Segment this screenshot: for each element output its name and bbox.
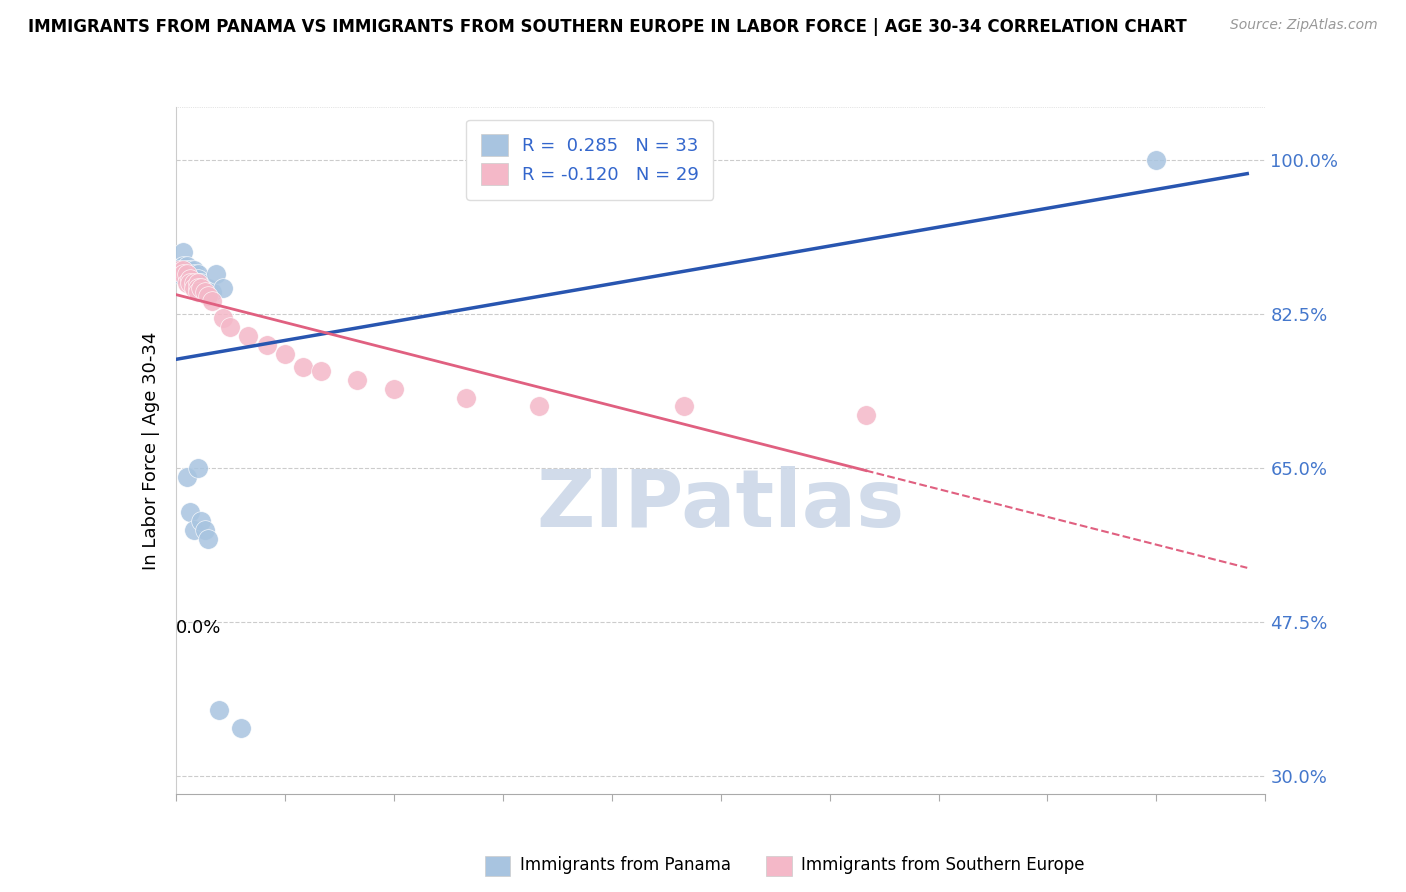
Point bbox=[172, 245, 194, 260]
Point bbox=[186, 272, 209, 286]
Point bbox=[183, 276, 205, 290]
Point bbox=[527, 400, 550, 414]
Point bbox=[190, 276, 212, 290]
Point bbox=[176, 268, 198, 282]
Point bbox=[201, 285, 224, 299]
Point bbox=[238, 329, 260, 343]
Point bbox=[176, 470, 198, 484]
Text: Immigrants from Panama: Immigrants from Panama bbox=[520, 856, 731, 874]
Point bbox=[219, 320, 242, 334]
Point bbox=[204, 268, 226, 282]
Point bbox=[176, 263, 198, 277]
Point bbox=[186, 461, 209, 475]
Point bbox=[1146, 153, 1168, 167]
Point bbox=[183, 268, 205, 282]
Point bbox=[208, 703, 231, 717]
Point bbox=[346, 373, 368, 387]
Point bbox=[186, 285, 209, 299]
Point bbox=[179, 276, 201, 290]
Point bbox=[176, 268, 198, 282]
Point bbox=[183, 272, 205, 286]
Point bbox=[194, 280, 217, 294]
Point bbox=[456, 391, 478, 405]
Point bbox=[197, 532, 219, 546]
Point bbox=[256, 338, 278, 352]
Point bbox=[309, 364, 332, 378]
Point bbox=[274, 346, 297, 360]
Point bbox=[201, 293, 224, 308]
Point bbox=[190, 514, 212, 528]
Point bbox=[183, 263, 205, 277]
Point bbox=[172, 263, 194, 277]
Point bbox=[186, 276, 209, 290]
Point bbox=[179, 268, 201, 282]
Point bbox=[212, 311, 235, 326]
Point bbox=[197, 280, 219, 294]
Point bbox=[194, 285, 217, 299]
Point bbox=[169, 268, 191, 282]
Text: IMMIGRANTS FROM PANAMA VS IMMIGRANTS FROM SOUTHERN EUROPE IN LABOR FORCE | AGE 3: IMMIGRANTS FROM PANAMA VS IMMIGRANTS FRO… bbox=[28, 18, 1187, 36]
Point bbox=[179, 505, 201, 519]
Point bbox=[212, 280, 235, 294]
Point bbox=[172, 268, 194, 282]
Point bbox=[176, 276, 198, 290]
Point bbox=[231, 721, 253, 735]
Point bbox=[179, 263, 201, 277]
Point bbox=[169, 263, 191, 277]
Point bbox=[186, 280, 209, 294]
Point bbox=[291, 359, 314, 374]
Y-axis label: In Labor Force | Age 30-34: In Labor Force | Age 30-34 bbox=[142, 331, 160, 570]
Point bbox=[186, 276, 209, 290]
Text: ZIPatlas: ZIPatlas bbox=[537, 467, 904, 544]
Point bbox=[190, 280, 212, 294]
Point bbox=[855, 409, 877, 423]
Legend: R =  0.285   N = 33, R = -0.120   N = 29: R = 0.285 N = 33, R = -0.120 N = 29 bbox=[467, 120, 713, 200]
Point bbox=[172, 259, 194, 273]
Point bbox=[190, 280, 212, 294]
Text: Source: ZipAtlas.com: Source: ZipAtlas.com bbox=[1230, 18, 1378, 32]
Text: Immigrants from Southern Europe: Immigrants from Southern Europe bbox=[801, 856, 1085, 874]
Point bbox=[179, 272, 201, 286]
Point bbox=[194, 523, 217, 537]
Point bbox=[197, 285, 219, 299]
Point bbox=[183, 523, 205, 537]
Point bbox=[186, 268, 209, 282]
Point bbox=[183, 280, 205, 294]
Text: 0.0%: 0.0% bbox=[176, 619, 221, 637]
Point bbox=[382, 382, 405, 396]
Point bbox=[186, 280, 209, 294]
Point bbox=[176, 259, 198, 273]
Point bbox=[673, 400, 696, 414]
Point bbox=[197, 289, 219, 303]
